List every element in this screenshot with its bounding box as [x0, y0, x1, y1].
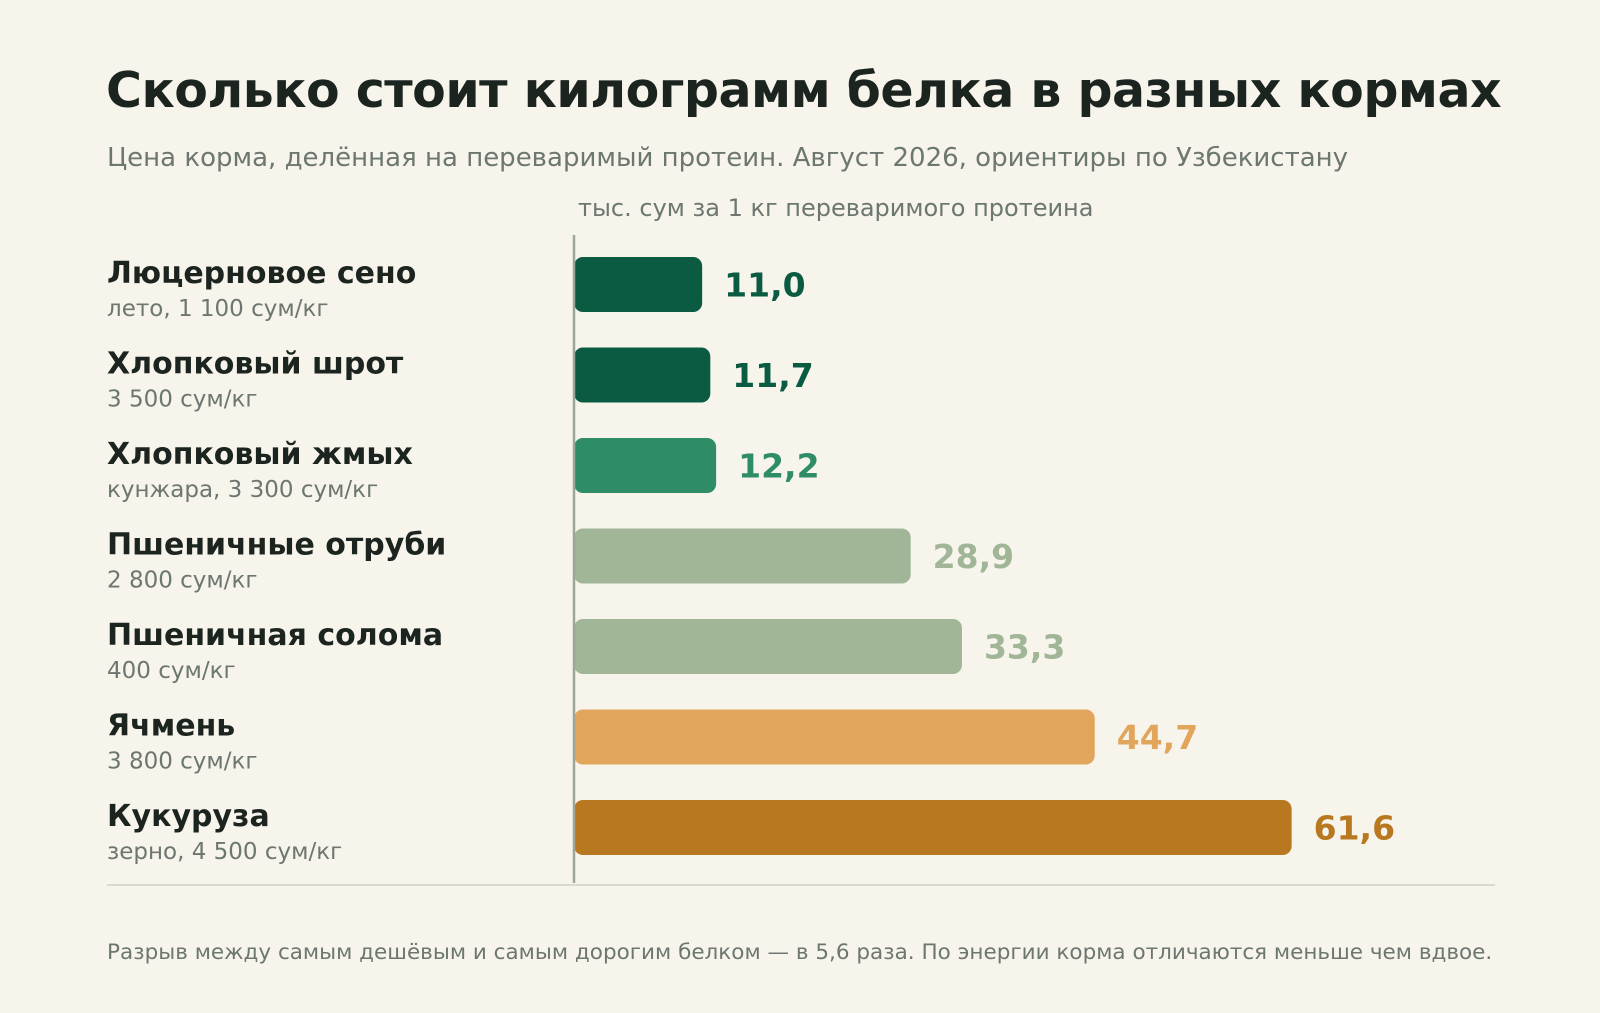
- category-label: Пшеничная солома: [107, 618, 443, 653]
- category-sublabel: зерно, 4 500 сум/кг: [107, 839, 342, 865]
- value-axis-label: тыс. сум за 1 кг переваримого протеина: [578, 194, 1094, 222]
- chart-subtitle: Цена корма, делённая на переваримый прот…: [107, 143, 1349, 173]
- footnote: Разрыв между самым дешёвым и самым дорог…: [107, 940, 1493, 965]
- category-label: Хлопковый шрот: [107, 347, 404, 382]
- bar: [574, 800, 1292, 855]
- category-sublabel: лето, 1 100 сум/кг: [107, 296, 328, 322]
- data-label: 61,6: [1314, 809, 1395, 848]
- category-label: Ячмень: [107, 709, 235, 744]
- category-sublabel: 2 800 сум/кг: [107, 568, 258, 594]
- bar: [574, 709, 1095, 765]
- category-sublabel: 400 сум/кг: [107, 658, 236, 684]
- category-sublabel: кунжара, 3 300 сум/кг: [107, 477, 378, 503]
- data-label: 11,7: [732, 356, 813, 395]
- bar: [574, 619, 962, 674]
- category-sublabel: 3 500 сум/кг: [107, 387, 258, 413]
- category-label: Пшеничные отруби: [107, 528, 446, 563]
- bar: [574, 347, 711, 403]
- chart-title: Сколько стоит килограмм белка в разных к…: [106, 62, 1502, 119]
- category-label: Хлопковый жмых: [107, 437, 413, 472]
- data-label: 33,3: [984, 628, 1065, 667]
- category-label: Люцерновое сено: [107, 256, 416, 291]
- bar: [574, 257, 703, 312]
- data-label: 28,9: [933, 537, 1014, 576]
- data-label: 44,7: [1117, 718, 1198, 757]
- category-sublabel: 3 800 сум/кг: [107, 749, 258, 775]
- bar: [574, 528, 911, 584]
- bar: [574, 438, 717, 493]
- category-label: Кукуруза: [107, 799, 270, 834]
- data-label: 12,2: [738, 447, 819, 486]
- data-label: 11,0: [724, 266, 805, 305]
